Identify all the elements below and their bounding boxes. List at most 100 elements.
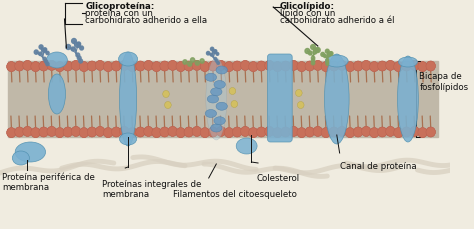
- Ellipse shape: [118, 53, 137, 67]
- Circle shape: [144, 61, 153, 71]
- Ellipse shape: [214, 117, 225, 125]
- Circle shape: [213, 51, 217, 54]
- Ellipse shape: [210, 124, 222, 132]
- Circle shape: [176, 128, 185, 138]
- Circle shape: [216, 53, 219, 56]
- Circle shape: [47, 127, 56, 137]
- Circle shape: [200, 128, 210, 138]
- Circle shape: [200, 62, 210, 72]
- Circle shape: [55, 62, 64, 72]
- Text: Glicoproteína:: Glicoproteína:: [85, 2, 155, 11]
- Circle shape: [200, 62, 210, 72]
- Circle shape: [240, 127, 250, 137]
- Circle shape: [39, 128, 48, 137]
- Circle shape: [224, 62, 234, 72]
- Circle shape: [23, 61, 32, 71]
- Circle shape: [188, 63, 192, 67]
- Circle shape: [176, 62, 185, 72]
- Circle shape: [311, 60, 315, 63]
- Circle shape: [152, 128, 161, 138]
- Circle shape: [329, 62, 339, 72]
- Circle shape: [160, 62, 169, 72]
- Circle shape: [45, 60, 47, 64]
- Circle shape: [386, 127, 395, 137]
- Ellipse shape: [206, 59, 227, 140]
- Ellipse shape: [324, 55, 349, 144]
- Circle shape: [346, 62, 355, 72]
- Circle shape: [346, 62, 355, 72]
- Text: proteína con un: proteína con un: [85, 9, 153, 18]
- Circle shape: [240, 61, 250, 71]
- Circle shape: [15, 62, 24, 72]
- Circle shape: [310, 45, 315, 50]
- Circle shape: [231, 101, 237, 108]
- Circle shape: [295, 90, 302, 97]
- Circle shape: [15, 128, 24, 137]
- Ellipse shape: [216, 67, 228, 75]
- Circle shape: [311, 62, 315, 65]
- Circle shape: [144, 61, 153, 71]
- Circle shape: [144, 127, 153, 137]
- Circle shape: [31, 128, 40, 138]
- Circle shape: [281, 128, 290, 137]
- Circle shape: [71, 127, 81, 137]
- Circle shape: [152, 62, 161, 72]
- Circle shape: [79, 128, 89, 138]
- Circle shape: [160, 62, 169, 72]
- Circle shape: [321, 128, 331, 138]
- Circle shape: [39, 53, 42, 56]
- Circle shape: [289, 127, 298, 137]
- Circle shape: [216, 127, 226, 137]
- Circle shape: [394, 128, 403, 138]
- Circle shape: [63, 62, 73, 72]
- Circle shape: [311, 57, 315, 60]
- Ellipse shape: [119, 53, 137, 146]
- Circle shape: [111, 128, 121, 137]
- Circle shape: [216, 61, 226, 71]
- Circle shape: [418, 62, 428, 72]
- Text: carbohidrato adherido a ella: carbohidrato adherido a ella: [85, 16, 208, 25]
- Circle shape: [329, 128, 339, 137]
- Circle shape: [305, 128, 314, 137]
- Circle shape: [217, 62, 219, 65]
- Circle shape: [337, 61, 347, 71]
- Circle shape: [168, 61, 177, 71]
- Ellipse shape: [205, 110, 217, 118]
- Circle shape: [23, 127, 32, 137]
- Circle shape: [354, 62, 363, 72]
- Circle shape: [63, 128, 73, 137]
- Circle shape: [208, 128, 218, 137]
- Ellipse shape: [119, 134, 137, 145]
- Circle shape: [79, 62, 89, 72]
- Circle shape: [264, 127, 274, 137]
- Circle shape: [240, 61, 250, 71]
- Circle shape: [195, 62, 200, 66]
- Circle shape: [75, 43, 80, 48]
- Circle shape: [192, 61, 201, 71]
- Circle shape: [208, 62, 218, 72]
- Circle shape: [370, 62, 379, 72]
- Circle shape: [378, 62, 387, 72]
- Ellipse shape: [46, 53, 67, 69]
- Circle shape: [79, 60, 82, 64]
- Circle shape: [183, 60, 187, 65]
- Ellipse shape: [398, 57, 419, 142]
- Circle shape: [308, 52, 312, 56]
- Circle shape: [394, 62, 403, 72]
- Circle shape: [248, 128, 258, 138]
- Circle shape: [216, 60, 218, 63]
- Circle shape: [200, 128, 210, 138]
- Circle shape: [370, 128, 379, 138]
- Circle shape: [184, 62, 193, 72]
- Circle shape: [95, 127, 105, 137]
- Circle shape: [103, 62, 113, 72]
- Circle shape: [297, 62, 306, 72]
- Circle shape: [72, 39, 76, 44]
- Circle shape: [7, 62, 16, 72]
- Circle shape: [264, 127, 274, 137]
- Circle shape: [163, 91, 169, 98]
- Text: Bicapa de
fosfolípidos: Bicapa de fosfolípidos: [419, 72, 468, 91]
- Circle shape: [289, 127, 298, 137]
- Circle shape: [370, 128, 379, 138]
- Circle shape: [224, 128, 234, 138]
